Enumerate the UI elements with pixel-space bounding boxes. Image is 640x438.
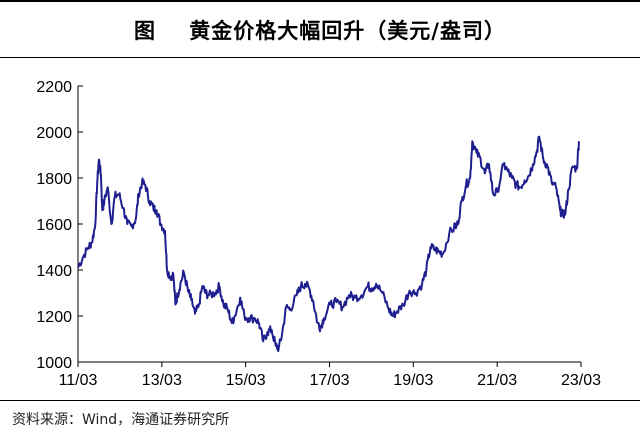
y-tick-label: 1400 <box>36 263 72 280</box>
x-tick-label: 13/03 <box>142 372 182 389</box>
x-tick-label: 23/03 <box>561 372 601 389</box>
gold-price-line <box>77 135 580 353</box>
x-tick-label: 21/03 <box>477 372 517 389</box>
y-axis: 1000 1200 1400 1600 1800 2000 2200 <box>36 79 83 372</box>
y-tick-label: 1600 <box>36 217 72 234</box>
series-group <box>77 135 580 353</box>
y-tick-label: 2000 <box>36 125 72 142</box>
y-tick-label: 2200 <box>36 79 72 96</box>
source-note: 资料来源：Wind，海通证券研究所 <box>12 412 230 428</box>
x-tick-label: 17/03 <box>309 372 349 389</box>
chart-title: 图 黄金价格大幅回升（美元/盎司） <box>134 17 506 43</box>
x-tick-label: 19/03 <box>393 372 433 389</box>
y-tick-label: 1200 <box>36 309 72 326</box>
title-bar: 图 黄金价格大幅回升（美元/盎司） <box>0 0 640 58</box>
y-tick-label: 1000 <box>36 355 72 372</box>
x-axis: 11/03 13/03 15/03 17/03 19/03 21/03 23/03 <box>59 361 601 389</box>
y-tick-label: 1800 <box>36 171 72 188</box>
footer: 资料来源：Wind，海通证券研究所 <box>0 400 640 438</box>
x-tick-label: 11/03 <box>59 372 98 389</box>
chart-area: 1000 1200 1400 1600 1800 2000 2200 11/03 13/03 1… <box>0 58 640 398</box>
x-tick-label: 15/03 <box>226 372 266 389</box>
